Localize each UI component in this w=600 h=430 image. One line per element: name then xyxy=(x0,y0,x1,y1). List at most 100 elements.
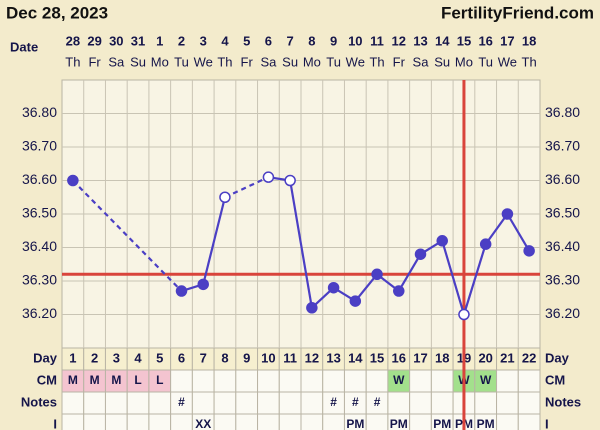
table-cell xyxy=(409,369,432,393)
cell-text: XX xyxy=(195,417,211,430)
table-cell xyxy=(126,391,150,415)
cell-text: 6 xyxy=(178,350,185,365)
temp-point xyxy=(219,191,231,203)
temp-point xyxy=(371,268,383,281)
cell-text: 5 xyxy=(156,350,163,365)
table-cell xyxy=(235,413,259,430)
cell-text: 2 xyxy=(91,350,98,365)
cell-text: L xyxy=(134,373,141,387)
temp-point xyxy=(306,302,318,314)
temp-segment xyxy=(224,176,269,199)
temp-segment xyxy=(397,253,422,292)
date-label: 13 xyxy=(413,33,427,48)
table-cell xyxy=(148,391,172,415)
weekday-label: Sa xyxy=(108,54,125,69)
table-cell xyxy=(257,369,280,393)
row-label-right: Day xyxy=(545,350,570,365)
temp-point xyxy=(523,245,535,257)
table-cell xyxy=(474,391,498,415)
cell-text: 15 xyxy=(370,350,384,365)
y-tick-label-right: 36.20 xyxy=(545,305,580,321)
date-label: 6 xyxy=(265,33,272,48)
table-cell xyxy=(430,369,454,393)
weekday-label: Sa xyxy=(260,54,277,69)
cell-text: 12 xyxy=(305,350,319,365)
table-cell xyxy=(409,413,432,430)
temp-point xyxy=(284,174,296,187)
date-label: 10 xyxy=(348,33,362,48)
cell-text: # xyxy=(178,395,185,409)
row-label-right: Notes xyxy=(545,394,581,409)
table-cell xyxy=(300,391,324,415)
table-cell xyxy=(170,413,193,430)
weekday-label: Mo xyxy=(303,54,321,69)
temp-segment xyxy=(72,179,183,292)
y-tick-label: 36.50 xyxy=(22,205,57,221)
table-cell xyxy=(61,391,85,415)
table-cell xyxy=(235,391,259,415)
row-label-right: I xyxy=(545,416,549,430)
cell-text: 13 xyxy=(326,350,340,365)
cell-text: 21 xyxy=(500,350,514,365)
table-cell xyxy=(300,413,324,430)
site-name: FertilityFriend.com xyxy=(441,3,594,22)
cell-text: 11 xyxy=(283,350,297,365)
table-cell xyxy=(343,369,367,393)
cell-text: 22 xyxy=(522,350,536,365)
y-tick-label: 36.30 xyxy=(22,272,57,288)
y-tick-label: 36.60 xyxy=(22,171,57,187)
cell-text: PM xyxy=(390,417,408,430)
date-label: 7 xyxy=(287,33,294,48)
table-cell xyxy=(235,369,259,393)
cell-text: # xyxy=(374,395,381,409)
weekday-label: Su xyxy=(282,54,298,69)
temp-segment xyxy=(202,196,227,285)
table-cell xyxy=(83,391,106,415)
table-cell xyxy=(496,369,519,393)
weekday-label: We xyxy=(346,54,365,69)
table-cell xyxy=(257,413,280,430)
weekday-label: Tu xyxy=(174,54,189,69)
cell-text: W xyxy=(393,373,405,387)
cell-text: 10 xyxy=(261,350,275,365)
date-label: 15 xyxy=(457,33,471,48)
weekday-label: Mo xyxy=(151,54,169,69)
weekday-label: We xyxy=(194,54,213,69)
cell-text: 4 xyxy=(134,350,142,365)
weekday-label: Th xyxy=(217,54,232,69)
cell-text: 20 xyxy=(478,350,492,365)
date-label: 17 xyxy=(500,33,514,48)
y-tick-label-right: 36.30 xyxy=(545,272,580,288)
cell-text: 16 xyxy=(392,350,406,365)
date-label: Date xyxy=(10,39,38,54)
weekday-label: Th xyxy=(65,54,80,69)
temp-segment xyxy=(441,240,466,315)
temp-point xyxy=(349,295,362,307)
temp-segment xyxy=(289,180,313,308)
table-cell xyxy=(365,413,389,430)
temp-point xyxy=(327,281,340,294)
table-cell xyxy=(148,413,172,430)
date-label: 4 xyxy=(221,33,229,48)
y-tick-label: 36.40 xyxy=(22,238,57,254)
table-cell xyxy=(517,369,541,393)
chart-date: Dec 28, 2023 xyxy=(6,3,108,22)
weekday-label: Th xyxy=(522,54,537,69)
temp-point xyxy=(262,171,275,183)
temp-segment xyxy=(506,213,531,252)
cell-text: 3 xyxy=(113,350,120,365)
temp-point xyxy=(479,238,492,250)
weekday-label: We xyxy=(498,54,517,69)
table-cell xyxy=(365,369,389,393)
temp-point xyxy=(175,285,188,297)
table-cell xyxy=(409,391,432,415)
date-label: 16 xyxy=(478,33,492,48)
table-cell xyxy=(61,413,85,430)
weekday-label: Tu xyxy=(326,54,341,69)
date-label: 31 xyxy=(131,33,145,48)
table-cell xyxy=(170,369,193,393)
table-cell xyxy=(517,413,541,430)
date-label: 30 xyxy=(109,33,123,48)
weekday-label: Fr xyxy=(393,54,406,69)
